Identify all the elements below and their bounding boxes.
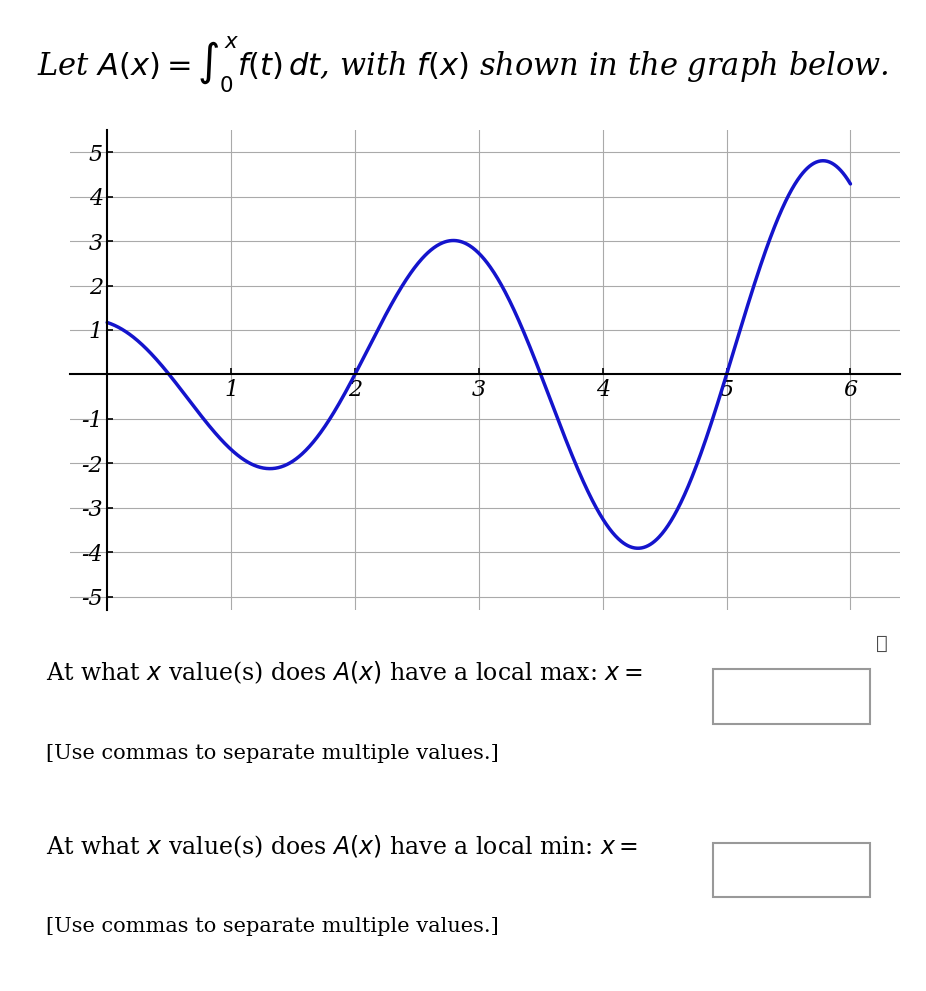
Text: At what $x$ value(s) does $A(x)$ have a local min: $x =$: At what $x$ value(s) does $A(x)$ have a … <box>46 833 638 859</box>
Text: At what $x$ value(s) does $A(x)$ have a local max: $x =$: At what $x$ value(s) does $A(x)$ have a … <box>46 660 643 686</box>
Text: [Use commas to separate multiple values.]: [Use commas to separate multiple values.… <box>46 744 499 763</box>
Text: [Use commas to separate multiple values.]: [Use commas to separate multiple values.… <box>46 918 499 936</box>
Text: 🔍: 🔍 <box>876 634 887 653</box>
Text: Let $A(x) = \int_0^x f(t)\,dt$, with $f(x)$ shown in the graph below.: Let $A(x) = \int_0^x f(t)\,dt$, with $f(… <box>37 35 889 95</box>
